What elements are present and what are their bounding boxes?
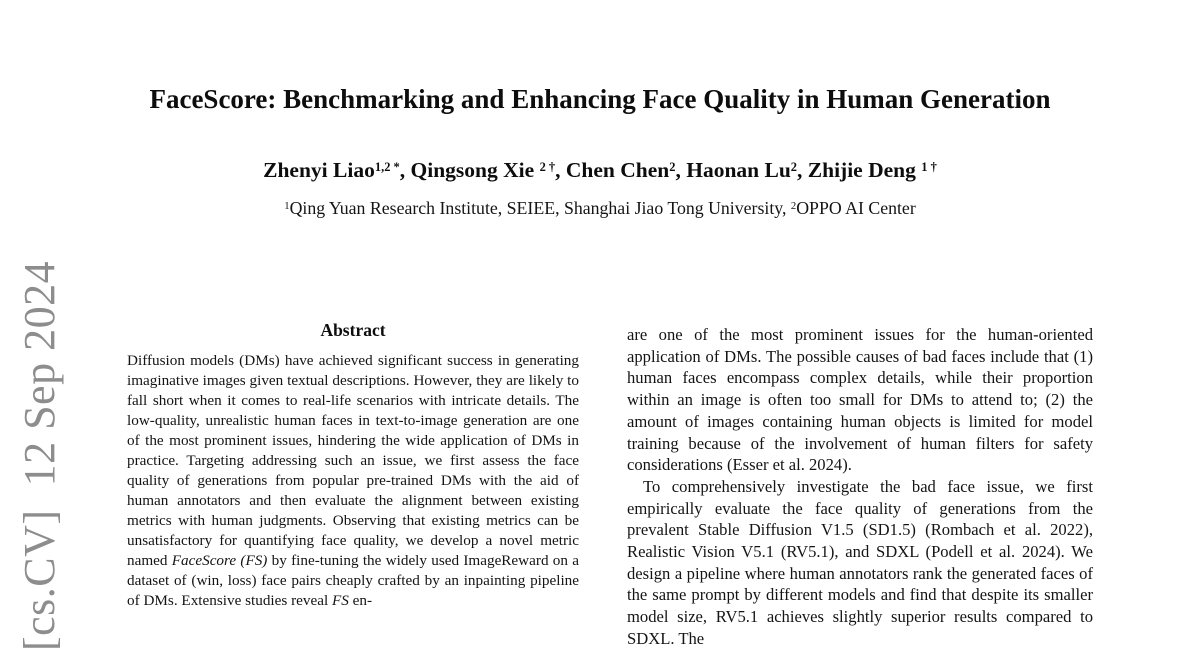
affiliation-line: 1Qing Yuan Research Institute, SEIEE, Sh… [284,198,916,218]
abstract-text: Diffusion models (DMs) have achieved sig… [127,352,579,609]
paper-title: FaceScore: Benchmarking and Enhancing Fa… [149,84,1051,114]
abstract-heading: Abstract [320,320,386,340]
body-paragraph-2: To comprehensively investigate the bad f… [627,476,1093,648]
right-column: are one of the most prominent issues for… [627,324,1093,648]
body-paragraph-1: are one of the most prominent issues for… [627,325,1093,475]
author-line: Zhenyi Liao1,2 *, Qingsong Xie 2 †, Chen… [263,158,937,182]
arxiv-watermark: [cs.CV] 12 Sep 2024 [15,260,64,648]
